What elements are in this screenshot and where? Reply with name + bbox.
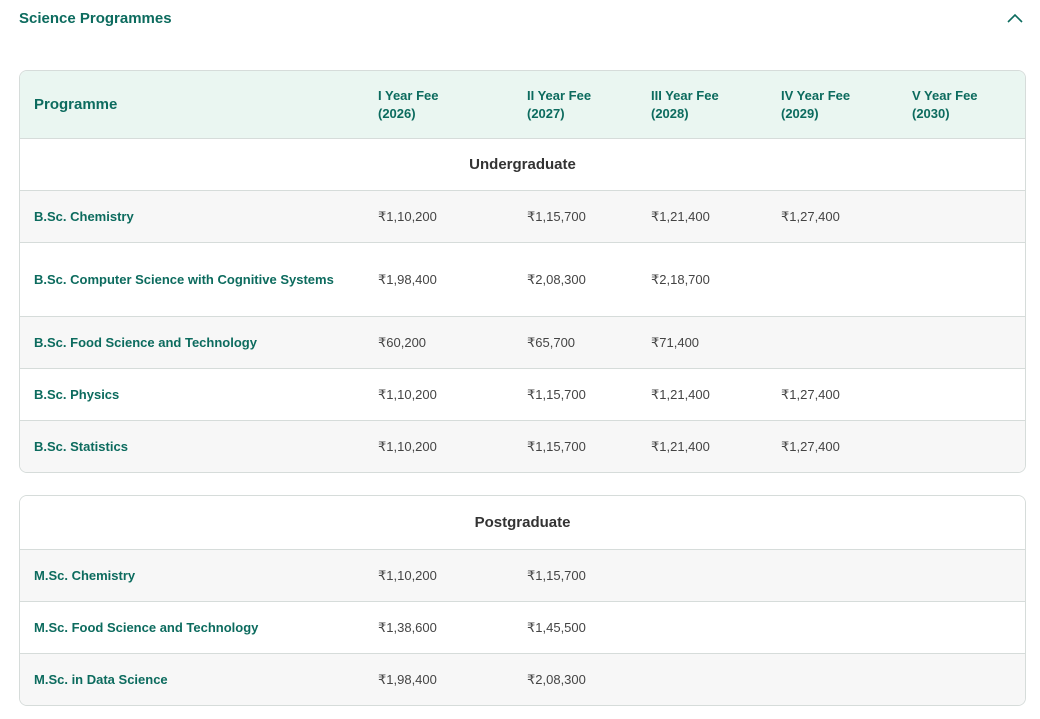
fee-cell: ₹1,21,400	[637, 368, 767, 421]
fee-cell	[898, 190, 1025, 243]
year-5-fee-header: V Year Fee (2030)	[898, 71, 1025, 139]
fee-cell	[898, 368, 1025, 421]
fee-cell	[898, 549, 1025, 602]
table-row: B.Sc. Physics ₹1,10,200 ₹1,15,700 ₹1,21,…	[20, 368, 1025, 421]
programme-link[interactable]: B.Sc. Physics	[34, 386, 120, 402]
fee-cell: ₹1,21,400	[637, 190, 767, 243]
fee-cell	[767, 653, 898, 705]
fee-cell: ₹60,200	[364, 316, 513, 369]
programme-link[interactable]: M.Sc. in Data Science	[34, 671, 168, 687]
fee-cell	[637, 601, 767, 654]
fee-cell: ₹1,98,400	[364, 653, 513, 705]
section-title: Science Programmes	[19, 10, 172, 27]
table-row: B.Sc. Statistics ₹1,10,200 ₹1,15,700 ₹1,…	[20, 420, 1025, 472]
programme-link[interactable]: B.Sc. Computer Science with Cognitive Sy…	[34, 271, 334, 287]
fee-cell: ₹71,400	[637, 316, 767, 369]
collapse-toggle-button[interactable]	[1003, 8, 1027, 28]
fee-cell: ₹2,08,300	[513, 242, 637, 317]
programme-link[interactable]: B.Sc. Food Science and Technology	[34, 334, 257, 350]
fee-cell: ₹2,18,700	[637, 242, 767, 317]
fee-cell: ₹65,700	[513, 316, 637, 369]
group-row-postgraduate: Postgraduate	[20, 496, 1025, 550]
fee-cell	[767, 549, 898, 602]
table-header-row: Programme I Year Fee (2026) II Year Fee (2…	[20, 71, 1025, 139]
fee-cell: ₹1,45,500	[513, 601, 637, 654]
fee-cell: ₹1,15,700	[513, 368, 637, 421]
fee-cell	[767, 601, 898, 654]
fee-cell	[637, 549, 767, 602]
table-row: M.Sc. in Data Science ₹1,98,400 ₹2,08,30…	[20, 653, 1025, 705]
fee-cell: ₹1,21,400	[637, 420, 767, 472]
group-label: Undergraduate	[20, 138, 1025, 191]
fee-cell	[898, 242, 1025, 317]
fee-cell	[767, 316, 898, 369]
chevron-up-icon	[1007, 13, 1023, 23]
fee-cell	[898, 653, 1025, 705]
fee-cell	[898, 420, 1025, 472]
fee-cell: ₹1,10,200	[364, 420, 513, 472]
fee-cell: ₹1,27,400	[767, 190, 898, 243]
fee-cell: ₹1,10,200	[364, 190, 513, 243]
fee-cell: ₹1,27,400	[767, 368, 898, 421]
fee-cell: ₹1,27,400	[767, 420, 898, 472]
table-row: M.Sc. Food Science and Technology ₹1,38,…	[20, 601, 1025, 654]
programme-column-header: Programme	[20, 71, 364, 139]
programme-link[interactable]: B.Sc. Chemistry	[34, 208, 134, 224]
table-row: M.Sc. Chemistry ₹1,10,200 ₹1,15,700	[20, 549, 1025, 602]
fee-cell	[898, 316, 1025, 369]
group-row-undergraduate: Undergraduate	[20, 138, 1025, 191]
year-4-fee-header: IV Year Fee (2029)	[767, 71, 898, 139]
fee-cell: ₹1,38,600	[364, 601, 513, 654]
table-row: B.Sc. Computer Science with Cognitive Sy…	[20, 242, 1025, 317]
table-row: B.Sc. Food Science and Technology ₹60,20…	[20, 316, 1025, 369]
fee-cell: ₹1,15,700	[513, 420, 637, 472]
year-2-fee-header: II Year Fee (2027)	[513, 71, 637, 139]
programme-link[interactable]: B.Sc. Statistics	[34, 438, 128, 454]
group-label: Postgraduate	[20, 496, 1025, 550]
programme-link[interactable]: M.Sc. Chemistry	[34, 567, 136, 583]
fee-cell	[767, 242, 898, 317]
fee-cell: ₹2,08,300	[513, 653, 637, 705]
undergraduate-fee-table: Programme I Year Fee (2026) II Year Fee (2…	[19, 70, 1026, 473]
fee-cell: ₹1,15,700	[513, 190, 637, 243]
year-3-fee-header: III Year Fee (2028)	[637, 71, 767, 139]
fee-cell	[637, 653, 767, 705]
fee-cell: ₹1,15,700	[513, 549, 637, 602]
table-row: B.Sc. Chemistry ₹1,10,200 ₹1,15,700 ₹1,2…	[20, 190, 1025, 243]
postgraduate-fee-table: Postgraduate M.Sc. Chemistry ₹1,10,200 ₹…	[19, 495, 1026, 706]
fee-cell: ₹1,10,200	[364, 368, 513, 421]
fee-cell: ₹1,98,400	[364, 242, 513, 317]
fee-cell: ₹1,10,200	[364, 549, 513, 602]
fee-cell	[898, 601, 1025, 654]
programme-link[interactable]: M.Sc. Food Science and Technology	[34, 619, 259, 635]
year-1-fee-header: I Year Fee (2026)	[364, 71, 513, 139]
